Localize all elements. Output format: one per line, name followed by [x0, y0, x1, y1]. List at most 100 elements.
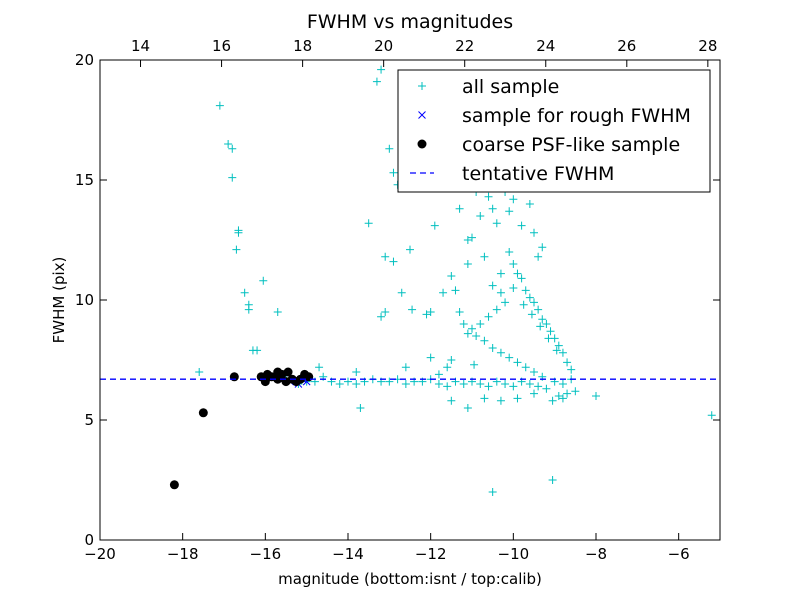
- series-0-point: [273, 308, 282, 316]
- series-0-point: [385, 377, 394, 386]
- series-0-point: [443, 363, 452, 372]
- series-0-point: [571, 387, 580, 396]
- series-0-point: [480, 336, 489, 345]
- series-0-point: [496, 348, 505, 357]
- series-0-point: [364, 219, 373, 228]
- series-0-point: [408, 305, 417, 314]
- legend-label-2: coarse PSF-like sample: [462, 134, 680, 156]
- series-0-point: [381, 252, 390, 261]
- series-0-point: [459, 380, 468, 388]
- series-0-point: [240, 288, 249, 297]
- series-0-point: [542, 384, 551, 393]
- x-tick-label: −12: [415, 545, 447, 563]
- series-0-point: [389, 168, 398, 177]
- series-0-point: [548, 476, 557, 484]
- series-0-point: [509, 195, 518, 204]
- series-0-point: [377, 312, 386, 321]
- series-0-point: [546, 327, 555, 336]
- series-0-point: [447, 272, 456, 280]
- series-0-point: [525, 380, 534, 388]
- series-0-point: [530, 368, 538, 376]
- series-0-point: [509, 260, 518, 268]
- series-0-point: [315, 363, 324, 372]
- series-0-point: [397, 288, 406, 297]
- series-0-point: [505, 248, 514, 256]
- series-0-point: [468, 233, 476, 242]
- series-0-point: [488, 488, 497, 496]
- top-tick-label: 26: [617, 37, 636, 55]
- legend-marker-1: [418, 111, 426, 119]
- series-0-point: [484, 312, 493, 321]
- series-0-point: [381, 308, 390, 316]
- series-0-point: [567, 365, 576, 374]
- series-0-point: [544, 334, 553, 343]
- series-0-point: [455, 308, 464, 316]
- series-0-point: [521, 286, 530, 295]
- series-0-point: [422, 310, 431, 319]
- series-0-point: [513, 358, 522, 367]
- series-0-point: [548, 396, 557, 405]
- series-2-point: [198, 408, 208, 418]
- series-0-point: [554, 392, 563, 400]
- series-0-point: [513, 394, 522, 403]
- series-2-point: [304, 372, 314, 382]
- y-tick-label: 20: [75, 51, 94, 69]
- x-tick-label: −6: [668, 545, 690, 563]
- y-axis-label: FWHM (pix): [50, 257, 68, 344]
- series-0-point: [244, 300, 253, 309]
- legend: all sample sample for rough FWHM coarse PS…: [397, 69, 711, 193]
- top-tick-label: 24: [536, 37, 555, 55]
- series-0-point: [426, 308, 435, 316]
- series-0-point: [530, 228, 538, 237]
- y-tick-label: 5: [84, 411, 94, 429]
- series-0-point: [480, 252, 489, 261]
- series-0-point: [224, 140, 233, 148]
- legend-box: [397, 69, 711, 193]
- series-0-point: [434, 370, 443, 379]
- series-0-point: [480, 394, 489, 403]
- legend-marker-0: [418, 82, 426, 90]
- top-tick-label: 16: [212, 37, 231, 55]
- series-0-point: [234, 228, 243, 237]
- x-tick-label: −20: [84, 545, 116, 563]
- x-tick-label: −18: [167, 545, 199, 563]
- series-0-point: [525, 200, 534, 208]
- series-0-point: [352, 368, 361, 376]
- series-0-point: [468, 324, 476, 333]
- legend-label-0: all sample: [462, 76, 559, 98]
- series-0-point: [488, 204, 497, 213]
- series-0-point: [472, 332, 481, 340]
- series-0-point: [563, 358, 572, 367]
- series-0-point: [484, 382, 493, 391]
- series-0-point: [476, 320, 485, 328]
- legend-label-3: tentative FWHM: [462, 163, 614, 185]
- series-0-point: [488, 281, 497, 290]
- series-0-point: [536, 322, 545, 331]
- y-tick-label: 15: [75, 171, 94, 189]
- series-0-point: [554, 341, 563, 350]
- legend-label-1: sample for rough FWHM: [462, 105, 691, 127]
- series-0-point: [525, 293, 534, 302]
- series-0-point: [352, 380, 361, 388]
- series-0-point: [538, 243, 547, 252]
- series-0-point: [443, 382, 452, 391]
- series-0-point: [496, 269, 505, 278]
- series-0-point: [534, 382, 543, 391]
- series-0-point: [534, 305, 543, 314]
- series-0-point: [470, 360, 479, 369]
- series-0-point: [538, 315, 547, 324]
- series-0-point: [488, 344, 497, 352]
- series-0-point: [496, 288, 505, 297]
- x-tick-label: −8: [585, 545, 607, 563]
- series-0-point: [484, 192, 493, 201]
- series-0-point: [521, 363, 530, 372]
- series-0-point: [517, 274, 526, 283]
- series-0-point: [527, 310, 536, 319]
- x-tick-label: −14: [332, 545, 364, 563]
- series-0-point: [455, 204, 464, 213]
- top-tick-label: 18: [293, 37, 312, 55]
- series-0-point: [519, 300, 528, 309]
- y-tick-label: 0: [84, 531, 94, 549]
- series-0-point: [492, 377, 501, 386]
- series-0-point: [447, 396, 456, 405]
